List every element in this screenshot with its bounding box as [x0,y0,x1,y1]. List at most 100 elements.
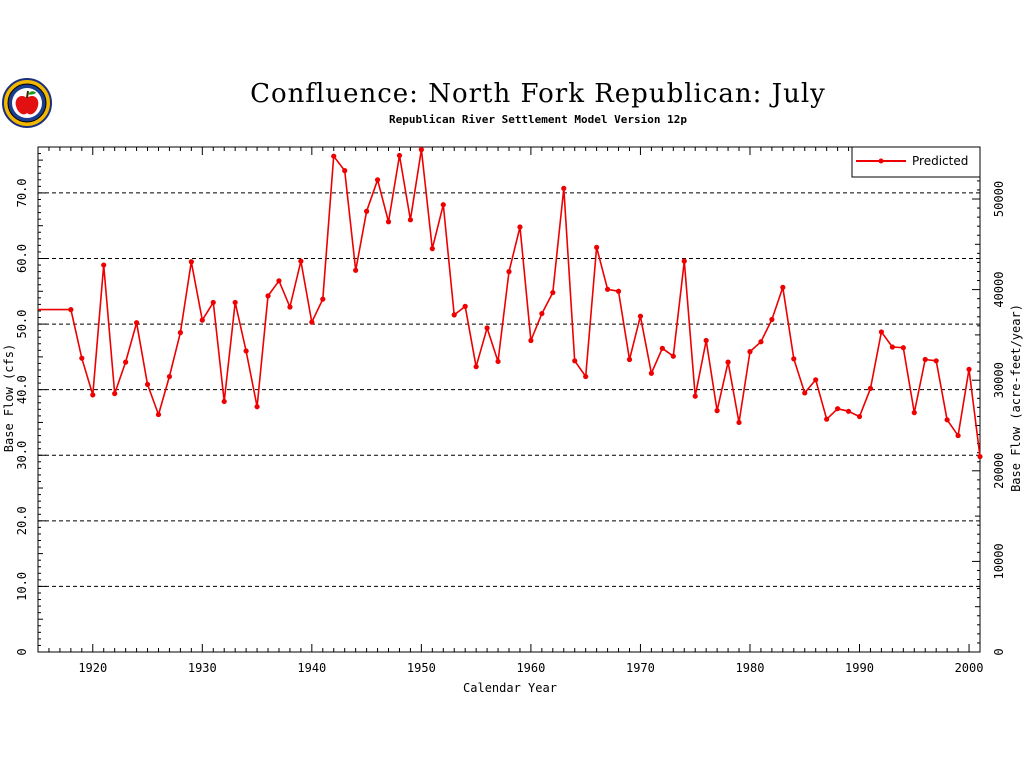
data-point [977,453,983,460]
x-tick-label: 1970 [626,661,655,675]
y2-tick-label: 0 [992,648,1006,655]
data-point [802,390,808,396]
data-point [966,366,972,372]
data-point [166,373,173,380]
data-point [572,358,578,364]
data-point [451,312,457,318]
data-point [626,356,633,363]
data-point [155,411,162,418]
data-point [396,152,403,159]
data-point [331,153,337,159]
data-point [364,208,370,214]
data-point [561,185,567,191]
x-axis-label: Calendar Year [463,681,557,695]
y2-tick-label: 20000 [992,453,1006,489]
chart-subtitle: Republican River Settlement Model Versio… [389,113,687,126]
data-point [845,408,852,414]
y-tick-label: 30.0 [15,441,29,470]
data-point [254,404,260,410]
x-tick-label: 1920 [78,661,107,675]
data-point [276,278,282,284]
data-point [769,316,775,323]
data-point [68,307,74,313]
y-tick-label: 10.0 [15,572,29,601]
plot-frame [37,146,981,653]
gridlines [38,192,980,587]
data-point [867,385,874,391]
data-point [90,392,96,398]
data-point [374,177,381,183]
secondary-y-axis: 0 10000 20000 30000 40000 50000 [972,153,1006,656]
data-point [813,377,819,383]
chart-title: Confluence: North Fork Republican: July [250,79,826,109]
data-point [648,370,654,376]
data-point [265,293,271,299]
data-point [604,286,611,292]
data-point [747,349,753,355]
data-point [79,355,85,361]
data-point [243,348,249,354]
x-tick-label: 1990 [845,661,874,675]
data-point [692,393,698,399]
data-point [210,299,216,306]
series-predicted [38,147,983,460]
data-point [177,330,183,336]
agency-logo [2,78,52,128]
data-point [835,406,841,412]
data-point [385,219,392,225]
data-point [298,258,304,264]
y-axis-label: Base Flow (cfs) [2,344,16,452]
data-point [462,303,468,309]
y-tick-label: 50.0 [15,310,29,339]
data-point [922,356,928,363]
data-point [484,325,490,331]
data-point [309,319,315,325]
data-point [539,310,545,317]
data-point [933,358,939,364]
data-point [550,289,556,296]
data-point [900,345,906,351]
y-tick-label: 0 [15,648,29,655]
data-point [353,267,359,273]
data-point [703,337,709,344]
data-point [725,359,731,365]
data-point [583,373,589,380]
y-axis: 0 10.0 20.0 30.0 40.0 50.0 60.0 70.0 [15,146,46,656]
y2-axis-label: Base Flow (acre-feet/year) [1009,304,1023,492]
data-point [112,390,118,397]
data-point [440,202,446,208]
y-tick-label: 40.0 [15,375,29,404]
data-point [955,432,961,439]
data-point [473,364,479,370]
data-point [856,413,863,420]
data-point [287,304,293,310]
data-point [199,317,205,323]
data-point [320,296,326,302]
data-point [123,359,129,365]
data-point [101,262,107,268]
data-point [188,259,194,265]
y-tick-label: 20.0 [15,506,29,535]
data-point [878,329,885,335]
x-tick-label: 2000 [955,661,984,675]
x-tick-label: 1940 [297,661,326,675]
data-point [670,353,676,359]
x-axis: 1920 1930 1940 1950 1960 1970 1980 1990 2000 [37,147,984,675]
data-point [506,269,512,275]
data-point [221,398,227,405]
x-tick-label: 1960 [516,661,545,675]
data-point [791,356,797,362]
data-point [944,417,950,423]
data-point [736,419,742,426]
x-tick-label: 1950 [407,661,436,675]
data-point [133,320,140,326]
data-point [714,408,720,414]
legend: Predicted [851,146,981,178]
legend-marker [878,158,884,164]
legend-label: Predicted [912,154,968,168]
y2-tick-label: 40000 [992,272,1006,308]
data-point [889,344,895,350]
data-point [758,339,764,345]
data-point [517,224,523,230]
